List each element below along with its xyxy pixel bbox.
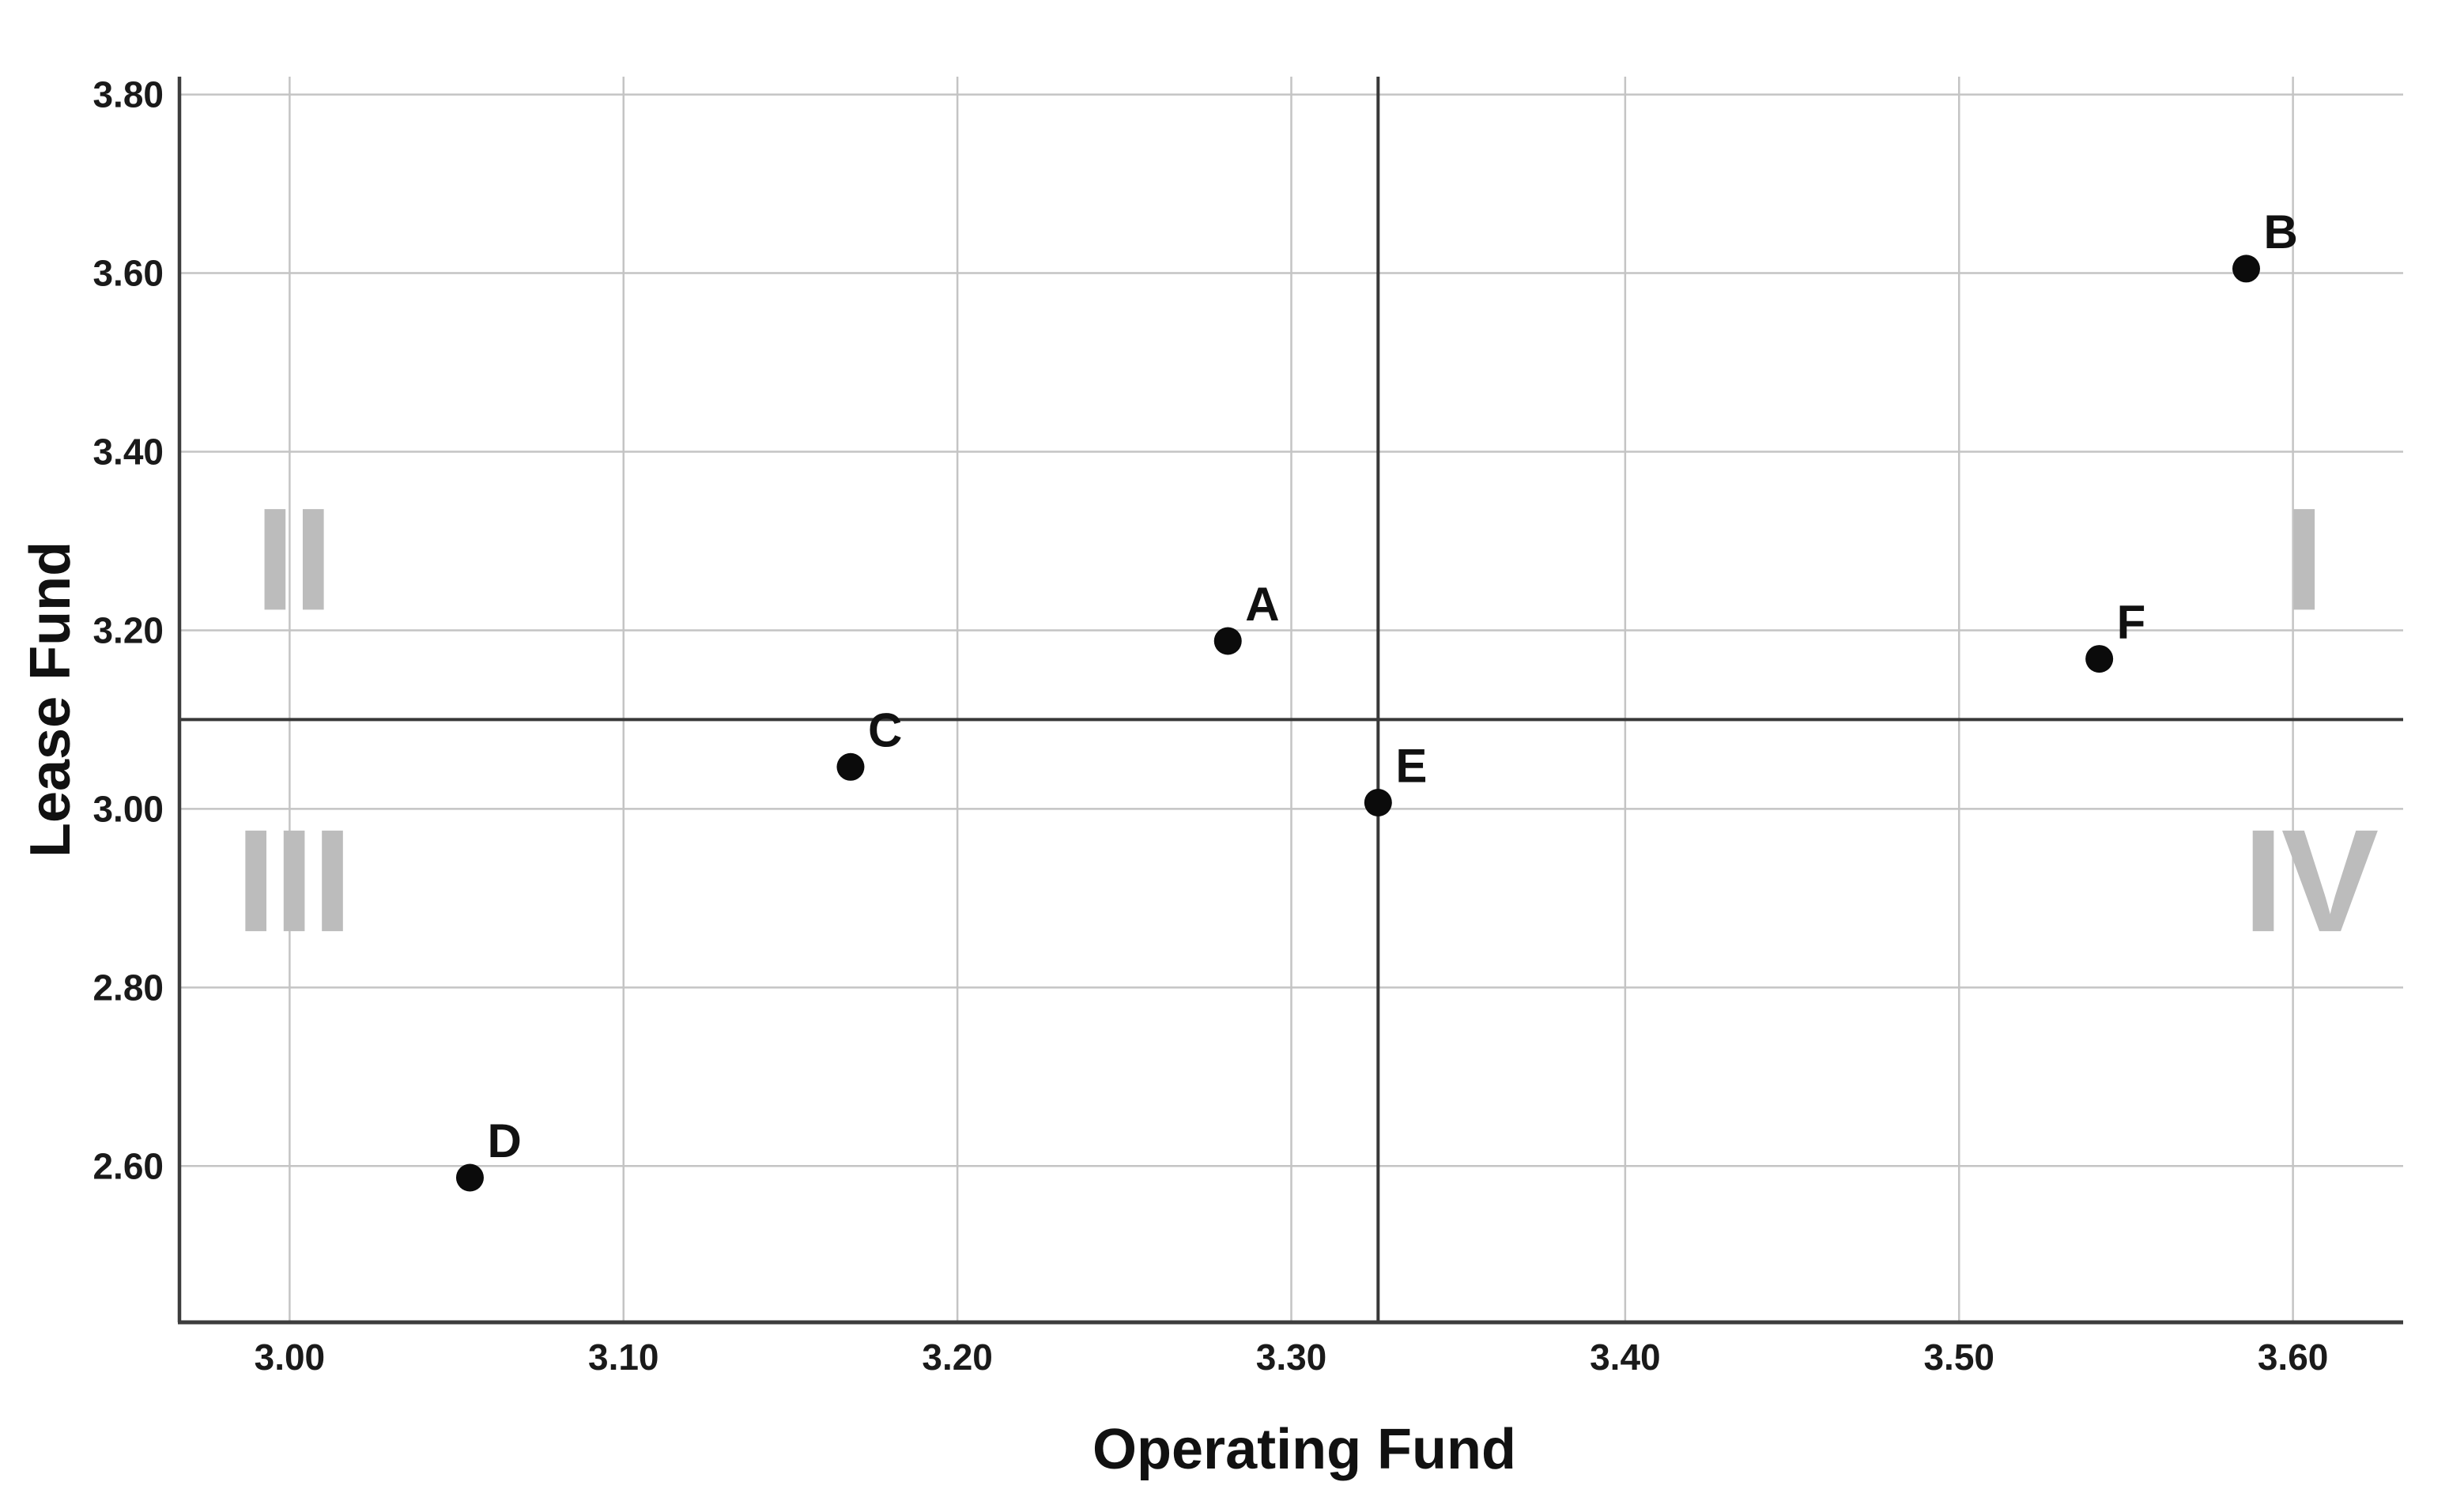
quadrant-label-iv: IV [2243, 800, 2378, 963]
point-label-c: C [868, 703, 902, 756]
point-label-d: D [487, 1114, 521, 1167]
x-tick-label: 3.10 [588, 1337, 659, 1378]
y-tick-label: 3.80 [92, 74, 164, 115]
x-tick-label: 3.00 [255, 1337, 326, 1378]
x-tick-label: 3.20 [922, 1337, 993, 1378]
data-point-b [2232, 255, 2260, 283]
point-label-b: B [2263, 205, 2297, 258]
data-point-d [455, 1163, 484, 1192]
data-point-a [1213, 627, 1242, 655]
y-tick-label: 3.20 [92, 609, 164, 650]
x-axis-title: Operating Fund [1092, 1418, 1516, 1481]
point-label-f: F [2117, 596, 2146, 649]
y-tick-label: 3.40 [92, 431, 164, 472]
y-tick-label: 2.80 [92, 967, 164, 1008]
data-point-f [2085, 645, 2114, 673]
y-tick-label: 3.00 [92, 788, 164, 829]
x-tick-label: 3.50 [1923, 1337, 1994, 1378]
axis-layer [177, 77, 2403, 1325]
data-point-c [836, 752, 865, 781]
y-tick-label: 3.60 [92, 253, 164, 294]
x-tick-label: 3.30 [1256, 1337, 1327, 1378]
grid-layer [179, 77, 2403, 1322]
tick-labels-layer: 3.00 3.10 3.20 3.30 3.40 3.50 3.60 2.60 2.80 3.00… [92, 74, 2328, 1378]
point-label-a: A [1245, 578, 1279, 631]
quadrant-label-i: I [2284, 478, 2322, 641]
data-point-e [1364, 788, 1392, 816]
y-axis-title: Lease Fund [19, 541, 82, 858]
y-tick-label: 2.60 [92, 1145, 164, 1186]
x-tick-label: 3.40 [1590, 1337, 1661, 1378]
data-points-layer: A B C D E F [455, 205, 2298, 1192]
reference-lines-layer [179, 77, 2403, 1322]
x-tick-label: 3.60 [2258, 1337, 2329, 1378]
point-label-e: E [1395, 739, 1427, 792]
quadrant-label-ii: II [255, 478, 331, 641]
quadrant-label-iii: III [236, 800, 350, 963]
